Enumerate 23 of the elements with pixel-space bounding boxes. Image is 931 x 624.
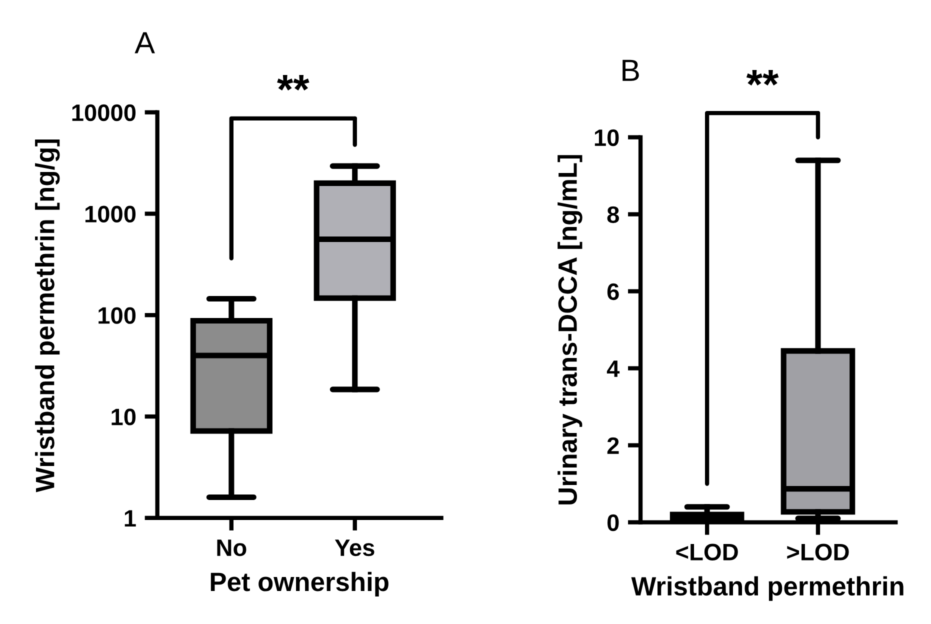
y-tick-label: 100 bbox=[98, 307, 136, 324]
y-tick-label: 8 bbox=[607, 206, 619, 224]
y-axis-title: Urinary trans-DCCA [ng/mL] bbox=[558, 155, 582, 504]
y-tick-label: 6 bbox=[607, 283, 619, 300]
x-tick-label: Yes bbox=[334, 540, 374, 556]
y-tick-label: 4 bbox=[606, 360, 620, 377]
text: ** bbox=[746, 70, 779, 86]
y-tick-label: 10000 bbox=[72, 104, 136, 122]
chart-title: A bbox=[134, 32, 155, 54]
x-axis-title: Pet ownership bbox=[210, 572, 388, 596]
y-tick-label: 10 bbox=[112, 408, 136, 426]
y-tick-label: 1 bbox=[124, 510, 136, 526]
x-tick-label: <LOD bbox=[676, 544, 738, 560]
x-tick-label: >LOD bbox=[787, 544, 849, 560]
y-tick-label: 0 bbox=[608, 514, 619, 532]
y-tick-label: 10 bbox=[594, 129, 619, 146]
x-tick-label: No bbox=[217, 540, 246, 556]
chart-title: B bbox=[622, 60, 639, 81]
y-tick-label: 2 bbox=[607, 437, 619, 454]
y-axis-title: Wristband permethrin [ng/g] bbox=[35, 139, 60, 492]
y-tick-label: 1000 bbox=[85, 206, 136, 223]
text: ** bbox=[277, 75, 310, 91]
x-axis-title: Wristband permethrin bbox=[631, 576, 904, 601]
